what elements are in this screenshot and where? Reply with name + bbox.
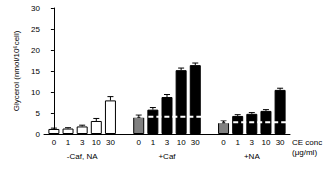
svg-text:30: 30 xyxy=(276,138,285,147)
svg-text:0: 0 xyxy=(136,138,141,147)
svg-text:3: 3 xyxy=(165,138,170,147)
svg-text:Glycerol (nmol/10⁶cell): Glycerol (nmol/10⁶cell) xyxy=(12,30,21,111)
svg-text:+NA: +NA xyxy=(244,152,260,161)
svg-text:CE conc: CE conc xyxy=(292,138,322,147)
svg-text:5: 5 xyxy=(36,109,41,118)
svg-text:10: 10 xyxy=(177,138,186,147)
svg-text:30: 30 xyxy=(106,138,115,147)
svg-text:3: 3 xyxy=(80,138,85,147)
svg-text:0: 0 xyxy=(36,130,41,139)
svg-text:10: 10 xyxy=(262,138,271,147)
svg-text:20: 20 xyxy=(31,46,40,55)
svg-text:10: 10 xyxy=(92,138,101,147)
svg-text:30: 30 xyxy=(31,4,40,13)
svg-text:-Caf, NA: -Caf, NA xyxy=(67,152,98,161)
svg-text:1: 1 xyxy=(235,138,240,147)
svg-text:15: 15 xyxy=(31,67,40,76)
svg-text:1: 1 xyxy=(66,138,71,147)
svg-text:25: 25 xyxy=(31,25,40,34)
svg-text:10: 10 xyxy=(31,88,40,97)
svg-text:+Caf: +Caf xyxy=(158,152,176,161)
svg-text:30: 30 xyxy=(191,138,200,147)
svg-text:0: 0 xyxy=(52,138,57,147)
svg-text:(μg/ml): (μg/ml) xyxy=(292,148,317,157)
svg-text:0: 0 xyxy=(221,138,226,147)
svg-text:1: 1 xyxy=(151,138,156,147)
svg-text:3: 3 xyxy=(250,138,255,147)
